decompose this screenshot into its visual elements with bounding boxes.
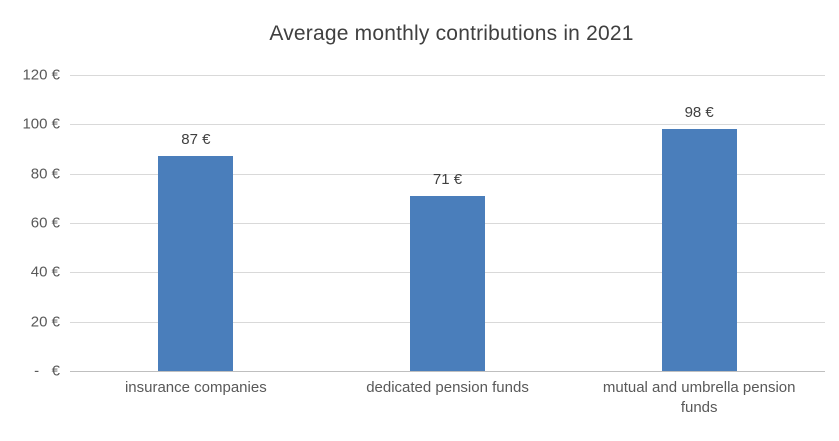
bars-container: 87 € 71 € 98 € [70,75,825,371]
y-tick-label: 100 € [22,115,60,133]
x-axis-category-labels: insurance companies dedicated pension fun… [70,378,825,417]
y-tick-label: 60 € [30,214,60,232]
gridline [70,173,825,175]
bar: 87 € [158,131,234,371]
y-tick-label: 20 € [30,313,60,331]
category-slot: 98 € [573,75,825,371]
category-label: dedicated pension funds [366,379,529,396]
category-label: insurance companies [124,379,267,396]
category-slot: 71 € [322,75,574,371]
y-axis-tick-labels: 120 € 100 € 80 € 60 € 40 € 20 € - € [0,67,60,380]
bar-value-label: 71 € [432,170,463,188]
chart-title: Average monthly contributions in 2021 [269,22,634,45]
y-tick-label: 40 € [30,263,60,281]
category-slot: 87 € [70,75,322,371]
y-tick-label: 80 € [30,165,60,183]
bar-value-label: 98 € [684,104,714,122]
y-tick-label: - € [29,362,60,380]
bar-value-label: 87 € [181,131,211,149]
gridline [70,124,825,126]
plot-area: 87 € 71 € 98 € [70,75,825,372]
x-axis-line [70,371,825,372]
category-label: mutual and umbrella pension funds [602,379,796,416]
bar: 98 € [661,104,737,371]
y-tick-label: 120 € [22,66,60,84]
bar: 71 € [410,171,485,371]
gridline [70,75,825,76]
